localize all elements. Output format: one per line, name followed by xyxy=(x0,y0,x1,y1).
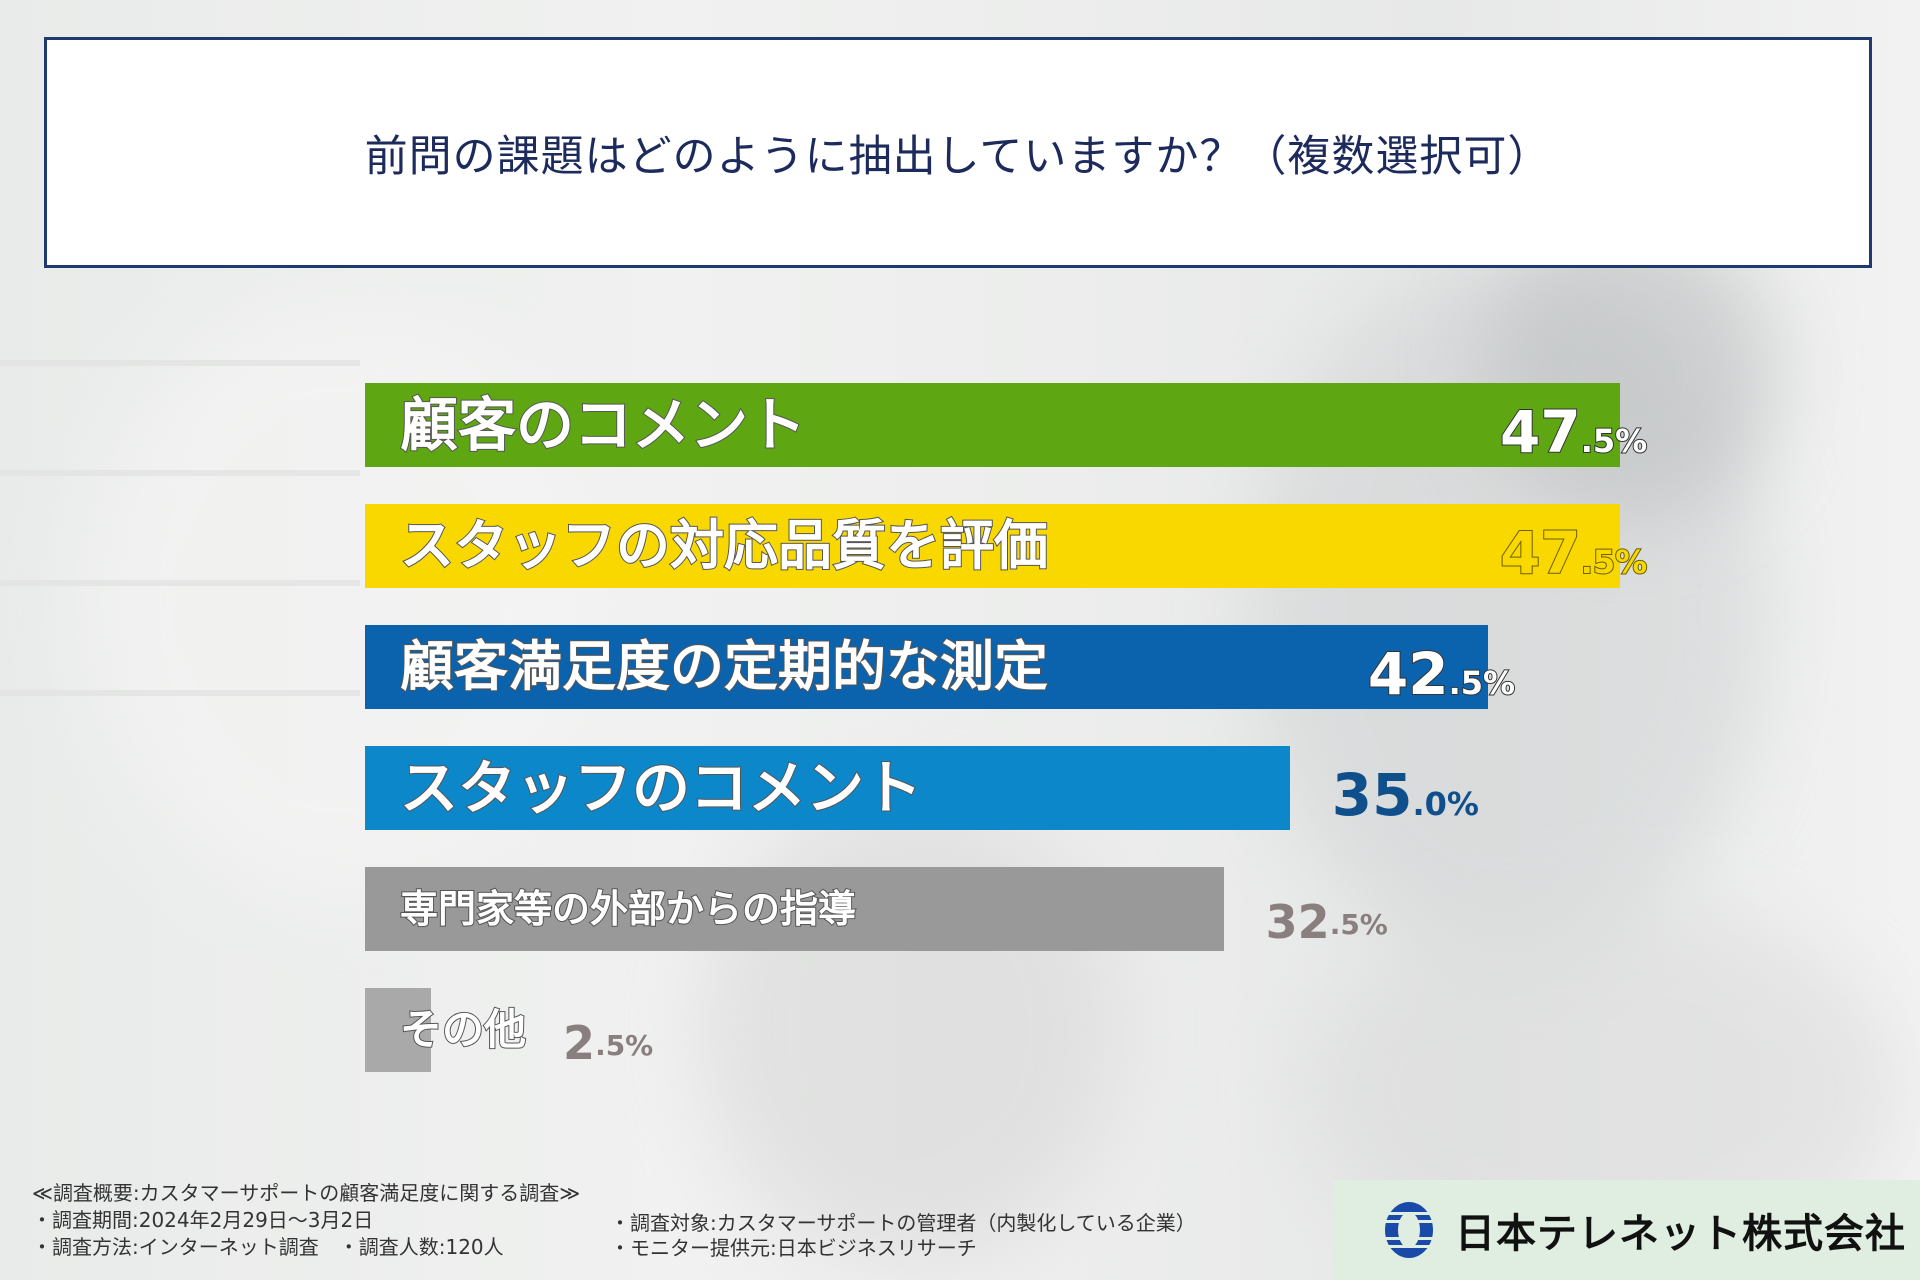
bar-label: スタッフのコメント xyxy=(399,753,923,823)
value-integer: 35 xyxy=(1331,761,1413,829)
bar-label: 顧客満足度の定期的な測定 xyxy=(399,634,1049,699)
value-integer: 42 xyxy=(1367,640,1450,708)
survey-footer: ≪調査概要:カスタマーサポートの顧客満足度に関する調査≫ ・調査期間:2024年… xyxy=(32,1180,1196,1261)
bar-value-label: 32.5% xyxy=(1266,867,1388,951)
survey-monitor: ・モニター提供元:日本ビジネスリサーチ xyxy=(610,1236,977,1260)
value-decimal: .5% xyxy=(1329,908,1388,941)
survey-target: ・調査対象:カスタマーサポートの管理者（内製化している企業） xyxy=(610,1211,1196,1235)
bar xyxy=(365,988,432,1072)
value-decimal: .5% xyxy=(1580,421,1648,461)
bar xyxy=(365,383,1620,467)
survey-summary: ≪調査概要:カスタマーサポートの顧客満足度に関する調査≫ xyxy=(32,1181,581,1205)
company-name: 日本テレネット株式会社 xyxy=(1455,1211,1906,1257)
company-logo-icon xyxy=(1385,1202,1433,1258)
bar-value-label: 42.5% xyxy=(1367,625,1516,709)
value-integer: 2 xyxy=(563,1016,596,1070)
survey-period: ・調査期間:2024年2月29日～3月2日 xyxy=(32,1208,374,1232)
value-integer: 47 xyxy=(1499,398,1582,466)
value-integer: 47 xyxy=(1499,519,1582,587)
bar-value-label: 47.5% xyxy=(1499,504,1648,588)
bar-value-label: 2.5% xyxy=(563,988,653,1072)
bar xyxy=(365,625,1488,709)
title-box: 前問の課題はどのように抽出していますか？（複数選択可） xyxy=(44,37,1872,268)
chart-title: 前問の課題はどのように抽出していますか？（複数選択可） xyxy=(364,131,1552,182)
value-decimal: .5% xyxy=(1580,542,1648,582)
bar-label: 専門家等の外部からの指導 xyxy=(399,886,857,932)
value-decimal: .5% xyxy=(595,1029,654,1062)
bar xyxy=(365,504,1620,588)
value-decimal: .5% xyxy=(1448,663,1516,703)
bar-label: スタッフの対応品質を評価 xyxy=(399,513,1049,578)
value-decimal: .0% xyxy=(1412,785,1479,823)
bar-value-label: 35.0% xyxy=(1332,746,1479,830)
survey-method: ・調査方法:インターネット調査 ・調査人数:120人 xyxy=(32,1235,504,1259)
bar-label: 顧客のコメント xyxy=(399,390,807,460)
value-integer: 32 xyxy=(1265,895,1330,949)
bar-value-label: 47.5% xyxy=(1499,383,1648,467)
bar xyxy=(365,746,1290,830)
company-logo-box: 日本テレネット株式会社 xyxy=(1333,1180,1920,1280)
bar xyxy=(365,867,1224,951)
bar-label: その他 xyxy=(399,1004,527,1055)
